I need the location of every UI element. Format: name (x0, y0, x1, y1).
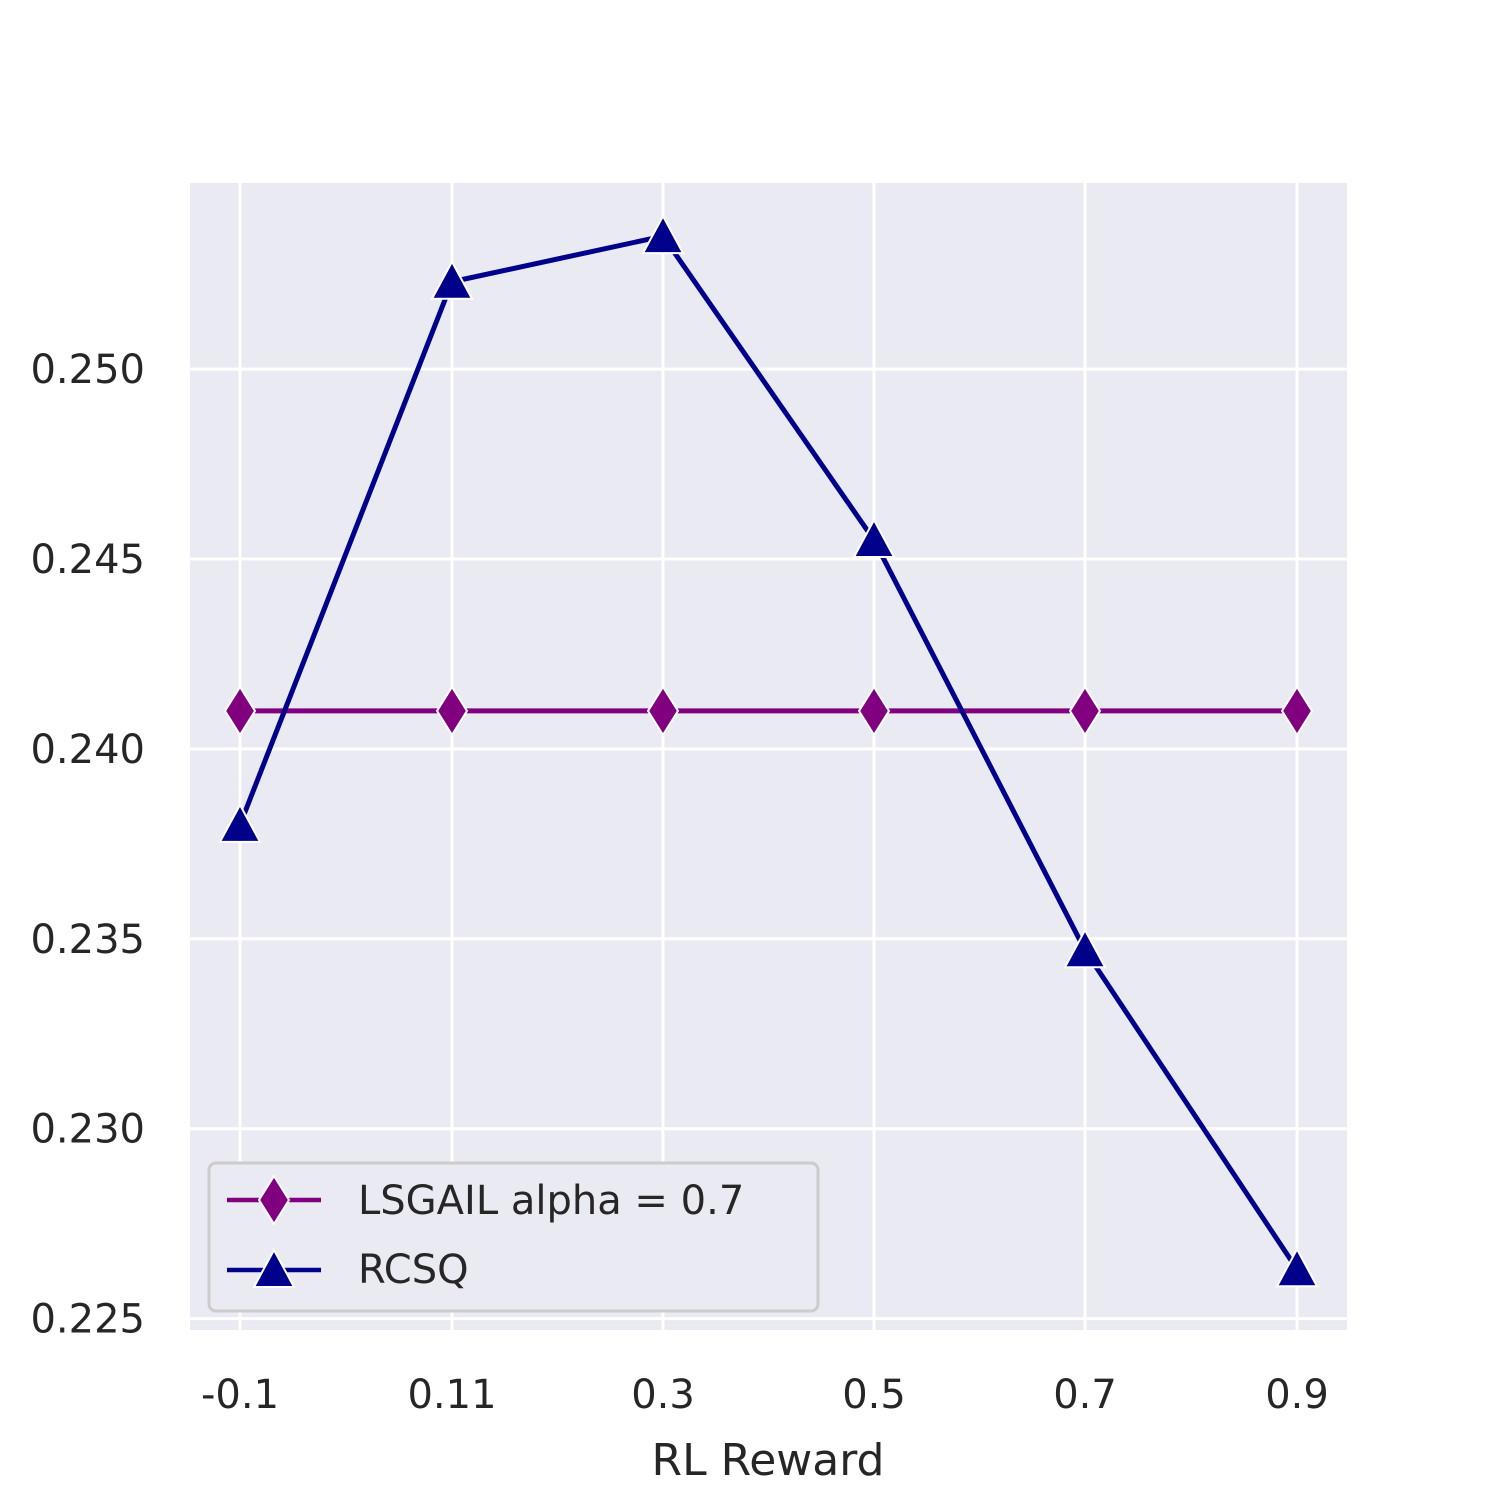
data-point-triangle (1275, 1247, 1319, 1288)
series-line (237, 233, 1300, 1271)
series-layer (218, 214, 1319, 1288)
data-point-diamond (435, 685, 469, 737)
legend-marker-lsgail (257, 1174, 291, 1226)
data-point-triangle (218, 802, 262, 843)
y-tick-label: 0.240 (30, 727, 145, 773)
data-point-diamond (857, 685, 891, 737)
x-tick-label: 0.7 (1053, 1372, 1117, 1418)
y-tick-label: 0.235 (30, 917, 145, 963)
x-tick-label: 0.3 (631, 1372, 695, 1418)
data-point-triangle (641, 214, 685, 255)
x-tick-label: 0.9 (1265, 1372, 1329, 1418)
y-tick-label: 0.250 (30, 347, 145, 393)
grid-lines (190, 183, 1347, 1330)
data-point-triangle (430, 259, 474, 300)
data-point-diamond (646, 685, 680, 737)
series-rcsq (218, 214, 1319, 1288)
legend-label-rcsq: RCSQ (358, 1247, 469, 1293)
plot-background (190, 183, 1347, 1330)
x-tick-label: 0.11 (407, 1372, 496, 1418)
data-point-triangle (852, 517, 896, 559)
x-axis-title: RL Reward (652, 1435, 885, 1486)
y-tick-label: 0.230 (30, 1107, 145, 1153)
y-tick-label: 0.245 (30, 537, 145, 583)
series-lsgail (223, 685, 1314, 737)
x-tick-labels: -0.1 0.11 0.3 0.5 0.7 0.9 (201, 1372, 1329, 1418)
legend-label-lsgail: LSGAIL alpha = 0.7 (358, 1178, 744, 1224)
y-tick-label: 0.225 (30, 1297, 145, 1343)
data-point-diamond (223, 685, 257, 737)
legend-marker-rcsq (252, 1247, 296, 1288)
x-tick-label: 0.5 (842, 1372, 906, 1418)
data-point-triangle (1063, 928, 1107, 969)
legend: LSGAIL alpha = 0.7 RCSQ (207, 1161, 820, 1313)
x-tick-label: -0.1 (201, 1372, 279, 1418)
legend-box (207, 1161, 820, 1313)
data-point-diamond (1280, 685, 1314, 737)
y-tick-labels: 0.225 0.230 0.235 0.240 0.245 0.250 (30, 347, 145, 1343)
data-point-diamond (1068, 685, 1102, 737)
